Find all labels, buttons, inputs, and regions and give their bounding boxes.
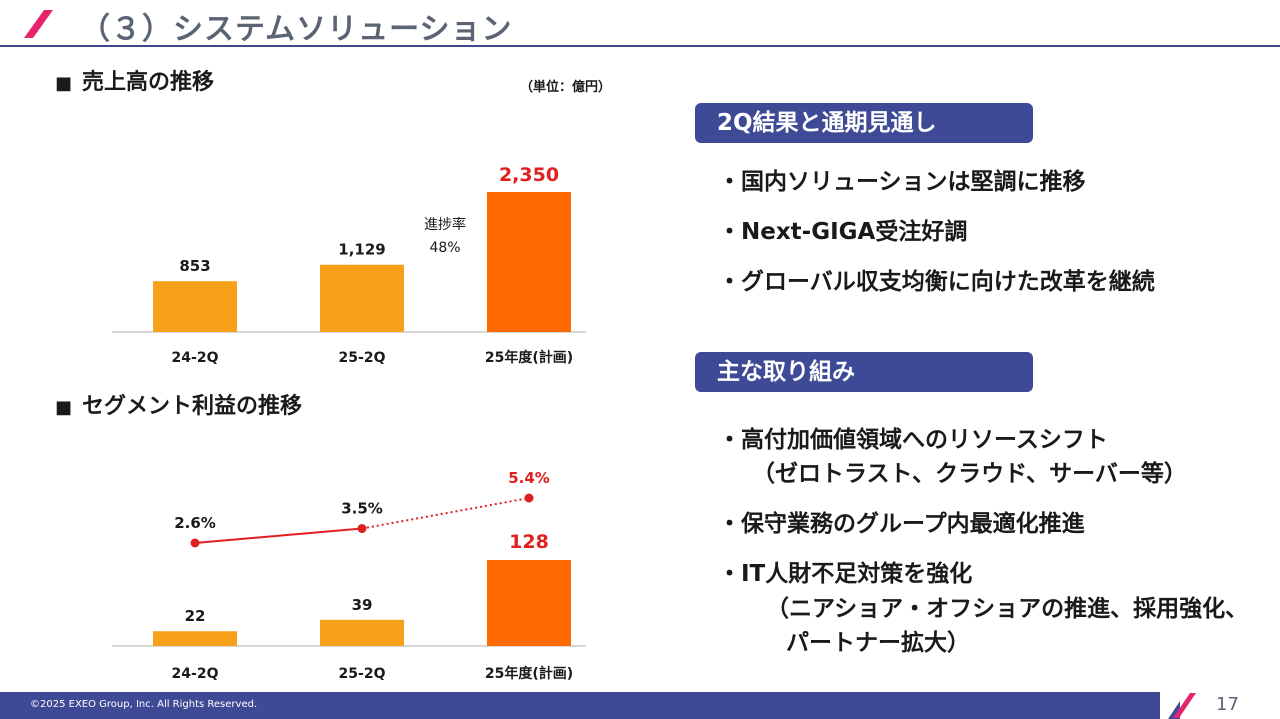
initiative-item-3-detail-1: （ニアショア・オフショアの推進、採用強化、 <box>766 596 1249 622</box>
header-accent-slash-icon <box>24 10 53 38</box>
segment-profit-chart: 22 24-2Q 39 25-2Q 128 25年度(計画) 2.6% 3.5% 5.4% <box>112 469 586 682</box>
margin-label-1: 3.5% <box>341 500 383 518</box>
results-bullet-2: ・Next-GIGA受注好調 <box>718 219 968 245</box>
sales-category-label-2: 25年度(計画) <box>485 349 573 366</box>
profit-value-label-1: 39 <box>352 596 373 614</box>
progress-note-value: 48% <box>429 240 460 256</box>
profit-value-label-2: 128 <box>509 531 549 553</box>
copyright-text: ©2025 EXEO Group, Inc. All Rights Reserv… <box>30 699 258 710</box>
profit-bar-0 <box>153 631 237 646</box>
segment-section-heading: ■ セグメント利益の推移 <box>55 388 302 420</box>
margin-line-segment-1 <box>361 497 530 530</box>
sales-category-label-1: 25-2Q <box>339 350 386 366</box>
sales-value-label-1: 1,129 <box>338 241 385 259</box>
margin-label-0: 2.6% <box>174 514 216 532</box>
sales-value-label-0: 853 <box>179 257 210 275</box>
initiative-item-3: ・IT人財不足対策を強化 <box>718 561 973 587</box>
slide-title: （３）システムソリューション <box>80 12 513 47</box>
sales-bar-0 <box>153 281 237 332</box>
initiative-item-2: ・保守業務のグループ内最適化推進 <box>718 511 1085 537</box>
sales-value-label-2: 2,350 <box>499 164 559 186</box>
margin-point-1 <box>357 524 367 534</box>
profit-category-label-0: 24-2Q <box>172 666 219 682</box>
margin-line-segment-0 <box>194 527 363 544</box>
sales-category-label-0: 24-2Q <box>172 350 219 366</box>
profit-category-label-1: 25-2Q <box>339 666 386 682</box>
margin-point-2 <box>524 493 534 503</box>
margin-point-0 <box>190 538 200 548</box>
progress-note-label: 進捗率 <box>424 216 466 233</box>
initiative-item-1: ・高付加価値領域へのリソースシフト <box>718 427 1108 453</box>
sales-section-heading: ■ 売上高の推移 <box>55 64 214 96</box>
profit-value-label-0: 22 <box>185 607 206 625</box>
results-outlook-pill: 2Q結果と通期見通し <box>695 103 1033 143</box>
page-number: 17 <box>1216 694 1239 715</box>
square-bullet-icon: ■ <box>55 73 73 94</box>
initiatives-pill: 主な取り組み <box>695 352 1033 392</box>
initiative-item-1-detail: （ゼロトラスト、クラウド、サーバー等） <box>752 461 1187 487</box>
margin-label-2: 5.4% <box>508 469 550 487</box>
title-divider <box>0 45 1280 47</box>
results-bullet-1: ・国内ソリューションは堅調に推移 <box>718 169 1086 195</box>
segment-heading-text: セグメント利益の推移 <box>82 394 303 419</box>
sales-bar-2 <box>487 192 571 332</box>
initiative-item-3-detail-2: パートナー拡大） <box>786 630 970 656</box>
sales-bar-1 <box>320 264 404 332</box>
square-bullet-icon: ■ <box>55 397 73 418</box>
footer-accent-slash-icon <box>1160 692 1196 719</box>
results-bullet-3: ・グローバル収支均衡に向けた改革を継続 <box>718 269 1155 295</box>
unit-note: （単位：億円） <box>520 80 612 95</box>
profit-bar-2 <box>487 560 571 646</box>
profit-category-label-2: 25年度(計画) <box>485 665 573 682</box>
footer-bar <box>0 692 1180 719</box>
sales-bar-chart: 進捗率 48% 853 24-2Q 1,129 25-2Q 2,350 25年度(計画) <box>112 164 586 366</box>
profit-bar-1 <box>320 619 404 646</box>
sales-heading-text: 売上高の推移 <box>82 70 215 95</box>
